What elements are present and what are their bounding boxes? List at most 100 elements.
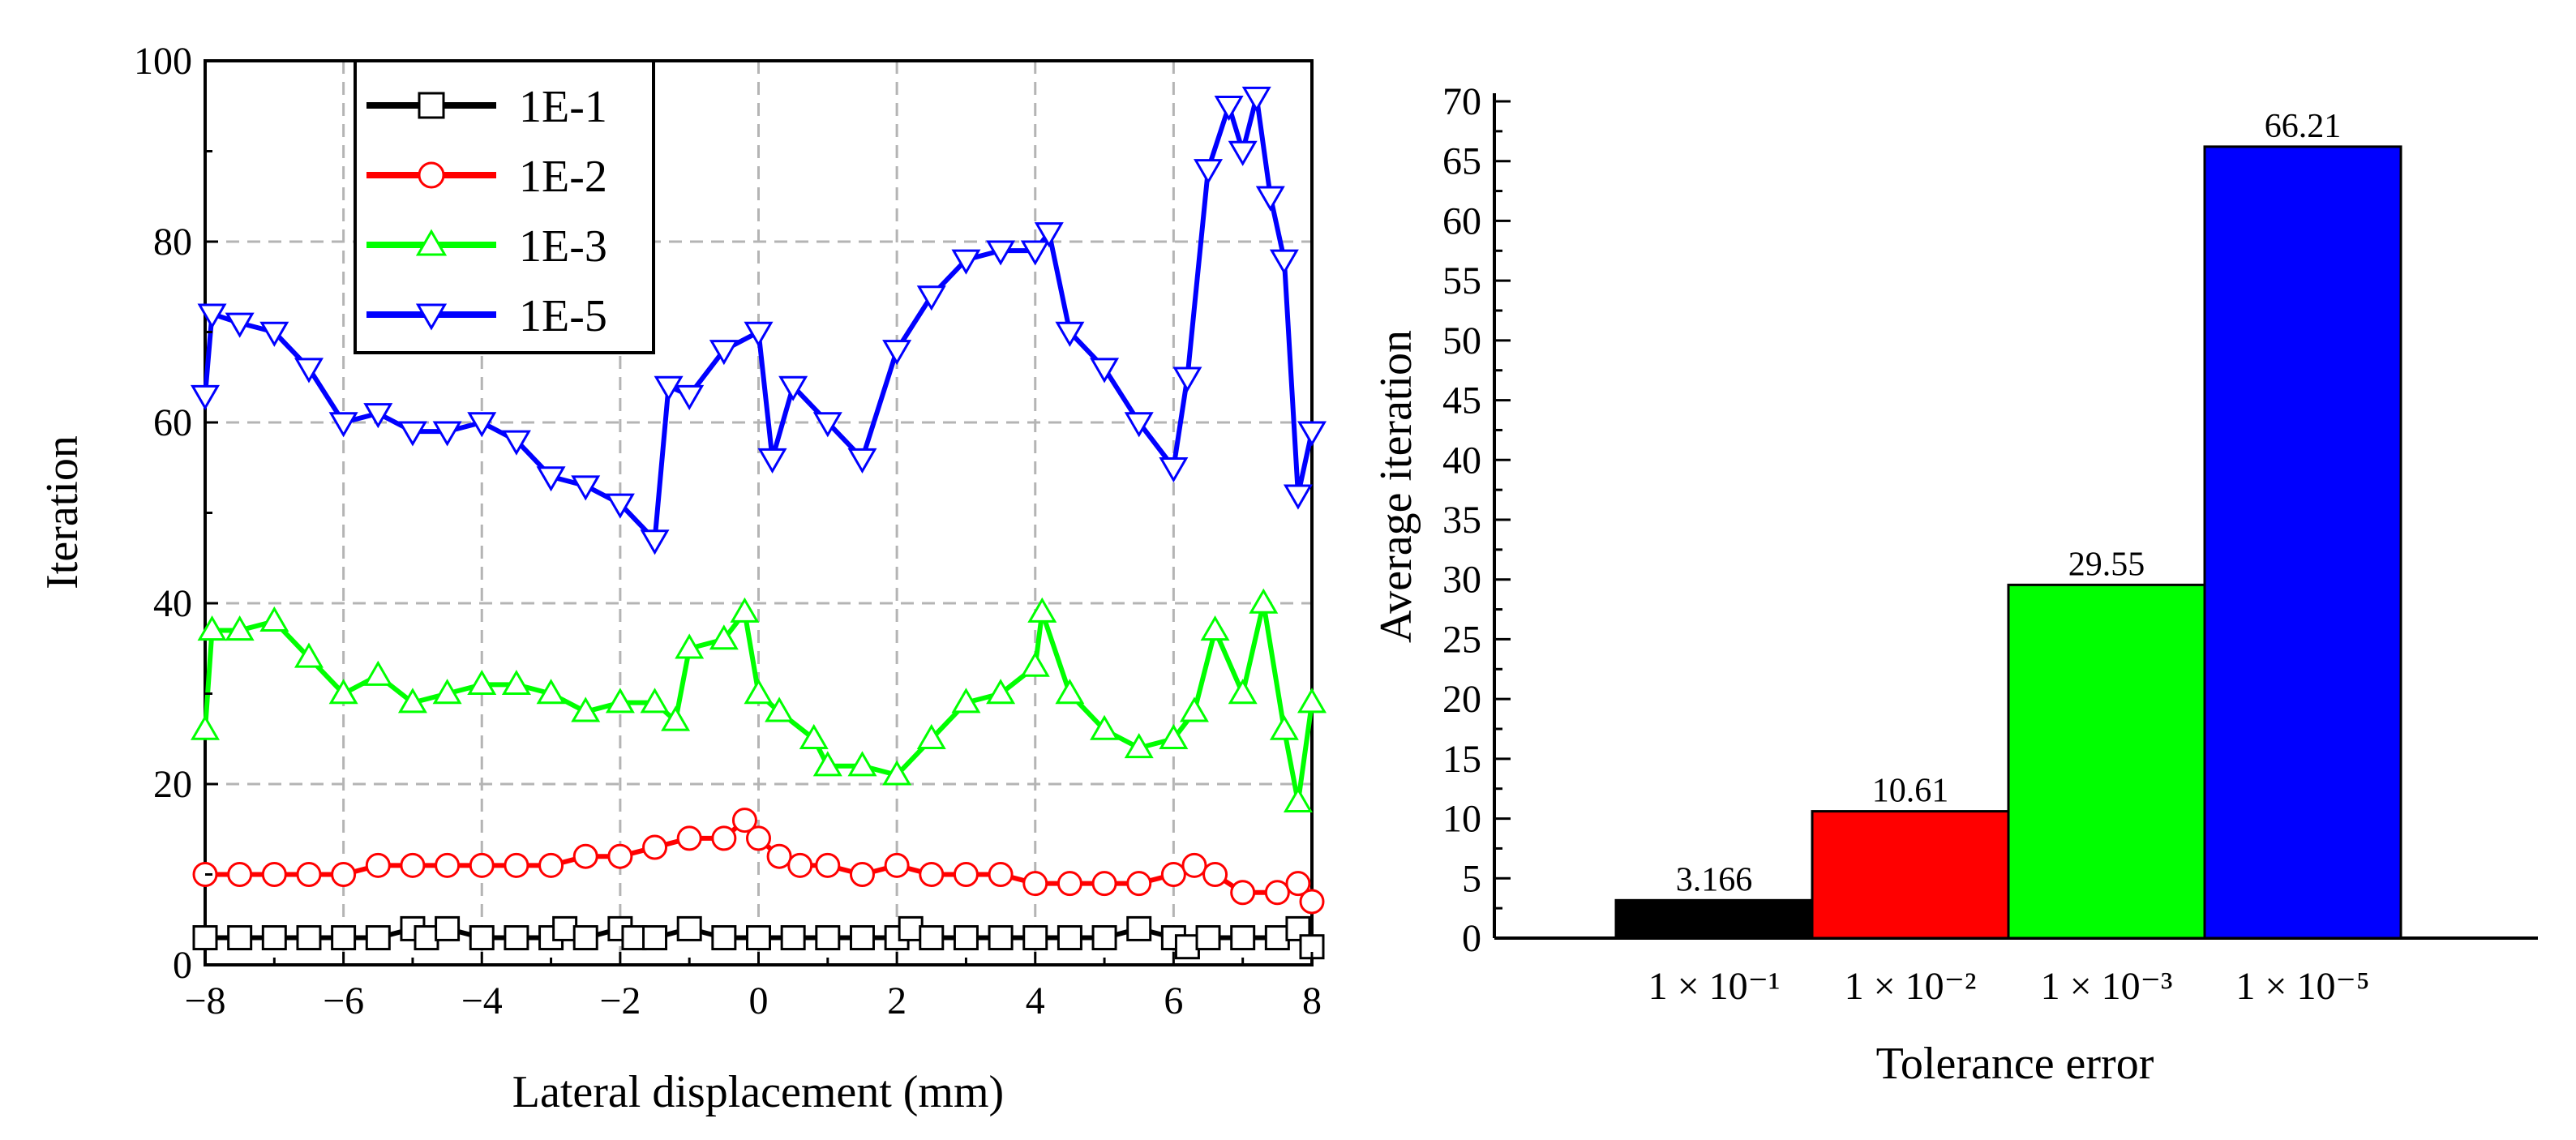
- data-point: [709, 624, 739, 650]
- data-point: [916, 723, 946, 749]
- data-point: [605, 493, 635, 519]
- data-point: [1228, 679, 1258, 705]
- data-point: [1160, 862, 1186, 887]
- data-point: [640, 688, 670, 714]
- data-point: [778, 375, 808, 401]
- data-point: [661, 705, 691, 731]
- y-tick-label: 70: [1442, 80, 1481, 123]
- x-tick-label: 2: [887, 979, 907, 1022]
- data-point: [1091, 925, 1117, 951]
- y-axis-title: Average iteration: [1371, 330, 1421, 643]
- data-point: [227, 862, 253, 887]
- data-point: [1264, 880, 1290, 906]
- data-point: [812, 751, 842, 777]
- y-axis-title: Iteration: [37, 435, 88, 589]
- data-point: [675, 384, 705, 410]
- data-point: [884, 852, 910, 878]
- y-tick-label: 25: [1442, 618, 1481, 661]
- y-tick-label: 20: [1442, 678, 1481, 721]
- data-point: [744, 679, 774, 705]
- data-point: [744, 321, 774, 347]
- data-point: [414, 925, 439, 951]
- data-point: [397, 688, 427, 714]
- data-point: [501, 669, 531, 696]
- data-point: [621, 925, 647, 951]
- data-point: [1202, 862, 1228, 887]
- y-tick-label: 0: [173, 944, 192, 987]
- x-category-label: 1 × 10⁻²: [1845, 965, 1977, 1008]
- y-tick-label: 100: [134, 40, 192, 83]
- series-1E-5: [190, 86, 1327, 555]
- data-point: [571, 696, 601, 722]
- y-tick-label: 45: [1442, 379, 1481, 422]
- data-point: [731, 808, 757, 834]
- y-tick-label: 35: [1442, 499, 1481, 542]
- y-tick-label: 40: [1442, 439, 1481, 482]
- data-point: [328, 412, 358, 438]
- legend: 1E-1 1E-2 1E-3 1E-5: [354, 59, 655, 354]
- data-point: [1230, 925, 1256, 951]
- data-point: [363, 403, 393, 429]
- legend-frame: [354, 59, 655, 354]
- data-point: [951, 249, 981, 275]
- data-point: [1124, 733, 1154, 759]
- data-point: [988, 925, 1014, 951]
- data-point: [919, 925, 945, 951]
- data-point: [799, 723, 829, 749]
- legend-label: 1E-1: [519, 82, 607, 132]
- data-point: [261, 862, 287, 887]
- bar: [1614, 898, 1814, 940]
- data-point: [709, 340, 739, 366]
- y-tick-label: 50: [1442, 319, 1481, 362]
- data-point: [988, 862, 1014, 887]
- data-point: [1285, 915, 1311, 941]
- x-category-label: 1 × 10⁻¹: [1648, 965, 1781, 1008]
- data-point: [1159, 723, 1189, 749]
- data-point: [1264, 925, 1290, 951]
- data-point: [711, 925, 737, 951]
- series-1E-2: [192, 808, 1325, 915]
- data-point: [435, 915, 461, 941]
- data-point: [1299, 934, 1325, 960]
- data-point: [1159, 457, 1189, 483]
- data-point: [766, 843, 792, 869]
- y-tick-label: 40: [153, 582, 192, 625]
- legend-marker: [415, 229, 448, 256]
- data-point: [1057, 925, 1082, 951]
- data-point: [730, 597, 760, 623]
- data-point: [467, 412, 497, 438]
- x-tick-label: 8: [1302, 979, 1322, 1022]
- y-tick-label: 80: [153, 221, 192, 264]
- grid: [205, 61, 1312, 965]
- x-tick-label: −8: [184, 979, 225, 1022]
- data-point: [397, 421, 427, 447]
- data-point: [746, 825, 771, 851]
- data-point: [916, 285, 946, 311]
- data-point: [197, 303, 227, 329]
- data-point: [1195, 925, 1221, 951]
- bar: [1811, 810, 2010, 940]
- data-point: [654, 375, 684, 401]
- data-point: [1174, 934, 1200, 960]
- legend-marker: [415, 303, 448, 331]
- legend-label: 1E-3: [519, 221, 607, 272]
- x-axis-title: Lateral displacement (mm): [512, 1067, 1004, 1117]
- bar-data-label: 3.166: [1676, 861, 1753, 898]
- data-point: [1297, 688, 1327, 714]
- bar-data-label: 10.61: [1872, 773, 1949, 810]
- data-point: [363, 660, 393, 686]
- data-point: [1027, 597, 1057, 623]
- data-point: [225, 312, 255, 338]
- data-point: [296, 925, 322, 951]
- data-point: [538, 852, 564, 878]
- data-point: [1297, 421, 1327, 447]
- y-tick-label: 55: [1442, 259, 1481, 302]
- legend-marker: [418, 92, 445, 119]
- y-tick-label: 0: [1462, 917, 1481, 960]
- series-1E-1: [192, 915, 1325, 960]
- data-point: [190, 714, 221, 740]
- data-point: [1022, 871, 1048, 897]
- data-point: [898, 915, 924, 941]
- x-tick-label: 0: [749, 979, 769, 1022]
